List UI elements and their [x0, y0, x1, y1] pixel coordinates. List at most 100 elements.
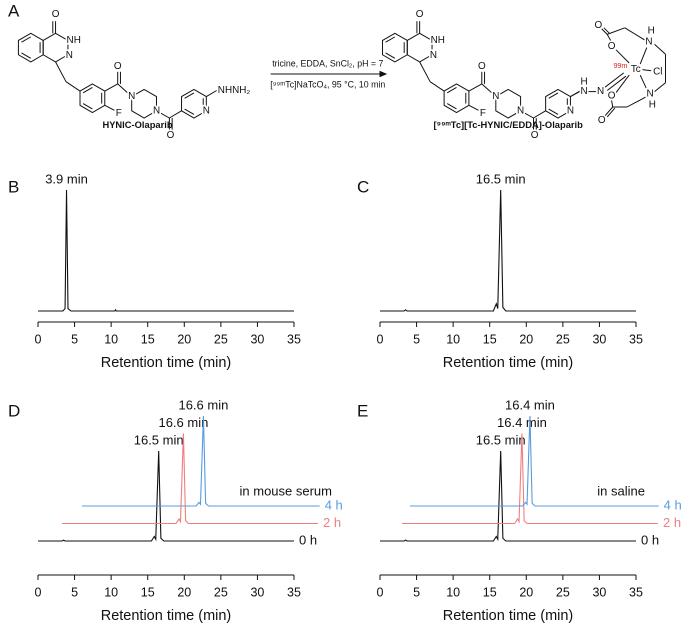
peak-label: 3.9 min	[45, 171, 88, 186]
x-tick-label: 0	[377, 332, 384, 346]
atom-label: N	[128, 91, 135, 102]
trace-label: 0 h	[299, 532, 317, 547]
bond	[654, 82, 666, 92]
atom-label: O	[114, 61, 122, 72]
bond	[601, 28, 608, 35]
bond	[604, 106, 614, 117]
atom-label: N	[647, 88, 654, 99]
x-tick-label: 0	[35, 585, 42, 599]
x-tick-label: 25	[556, 332, 570, 346]
x-tick-label: 0	[35, 332, 42, 346]
x-tick-label: 10	[104, 332, 118, 346]
atom-label: F	[116, 108, 122, 119]
bond	[117, 83, 133, 97]
x-tick-label: 10	[446, 332, 460, 346]
double-bond	[385, 36, 396, 43]
atom-label: NH	[431, 35, 445, 46]
double-bond	[548, 108, 559, 115]
x-tick-label: 10	[104, 585, 118, 599]
x-tick-label: 15	[141, 332, 155, 346]
atom-label: N	[492, 91, 499, 102]
chromatogram-trace	[380, 189, 636, 312]
x-tick-label: 25	[214, 585, 228, 599]
double-bond	[548, 92, 559, 99]
arrow-head	[379, 70, 388, 78]
ring	[181, 88, 207, 119]
bond	[615, 74, 630, 93]
atom-label: Tc	[631, 64, 641, 75]
x-tick-label: 30	[592, 332, 606, 346]
x-tick-label: 30	[592, 585, 606, 599]
compound-name: HYNIC-Olaparib	[102, 120, 172, 130]
peak-label: 16.6 min	[178, 397, 228, 412]
bond	[606, 75, 627, 91]
bond	[169, 110, 182, 119]
bond	[615, 49, 630, 64]
x-tick-label: 20	[177, 585, 191, 599]
x-tick-label: 20	[519, 332, 533, 346]
atom-label: O	[52, 9, 60, 20]
chromatogram-trace	[410, 415, 659, 507]
bond	[55, 61, 67, 82]
x-tick-label: 0	[377, 585, 384, 599]
x-tick-label: 20	[177, 332, 191, 346]
ring	[495, 88, 522, 119]
bond	[520, 110, 534, 119]
bond	[639, 74, 648, 90]
atom-label: NHNH₂	[218, 85, 251, 96]
bond	[654, 43, 666, 55]
x-tick-label: 25	[556, 585, 570, 599]
ring	[42, 32, 69, 63]
atom-label: O	[608, 41, 616, 52]
peak-label: 16.4 min	[505, 397, 555, 412]
bond	[607, 27, 625, 35]
bond	[156, 110, 170, 119]
reaction-scheme: tricine, EDDA, SnCl₂, pH = 7 [⁹⁹ᵐTc]NaTc…	[17, 8, 666, 143]
ring	[17, 32, 44, 63]
peak-label: 16.4 min	[497, 415, 547, 430]
ring	[545, 88, 571, 119]
bond	[468, 104, 479, 111]
atom-label: N	[597, 86, 604, 97]
peak-label: 16.6 min	[158, 415, 208, 430]
double-bond	[82, 87, 93, 94]
x-tick-label: 5	[413, 585, 420, 599]
bond	[468, 83, 483, 92]
trace-label: 4 h	[325, 497, 343, 512]
x-tick-label: 35	[287, 585, 301, 599]
atom-label: O	[598, 115, 606, 126]
condition: [⁹⁹ᵐTc]NaTcO₄, 95 °C, 10 min	[270, 79, 385, 89]
annotation: in saline	[597, 483, 645, 498]
atom-label: N	[66, 50, 73, 61]
bond	[570, 91, 580, 97]
atom-label: O	[416, 9, 424, 20]
panel-letter: B	[8, 177, 19, 196]
atom-label: O	[608, 91, 616, 102]
bond	[611, 100, 614, 108]
x-tick-label: 5	[413, 332, 420, 346]
bond	[604, 72, 625, 88]
bond	[206, 90, 217, 97]
atom-label: N	[430, 50, 437, 61]
atom-label: Cl	[653, 66, 662, 77]
x-tick-label: 20	[519, 585, 533, 599]
panel-letter: E	[357, 401, 368, 420]
atom-label: O	[167, 130, 175, 141]
ring	[382, 32, 408, 63]
bond	[639, 47, 648, 65]
x-tick-label: 35	[629, 332, 643, 346]
x-axis-label: Retention time (min)	[101, 355, 232, 371]
x-tick-label: 15	[141, 585, 155, 599]
bond	[642, 69, 652, 72]
atom-label: O	[595, 20, 603, 31]
double-bond	[184, 92, 195, 99]
bond	[603, 27, 610, 34]
x-tick-label: 5	[71, 332, 78, 346]
bond	[104, 83, 118, 92]
atom-label: H	[649, 99, 656, 110]
double-bond	[21, 36, 32, 43]
atom-label: O	[478, 61, 486, 72]
chromatogram-trace	[82, 415, 320, 507]
ring	[131, 88, 157, 119]
bond	[533, 110, 546, 119]
